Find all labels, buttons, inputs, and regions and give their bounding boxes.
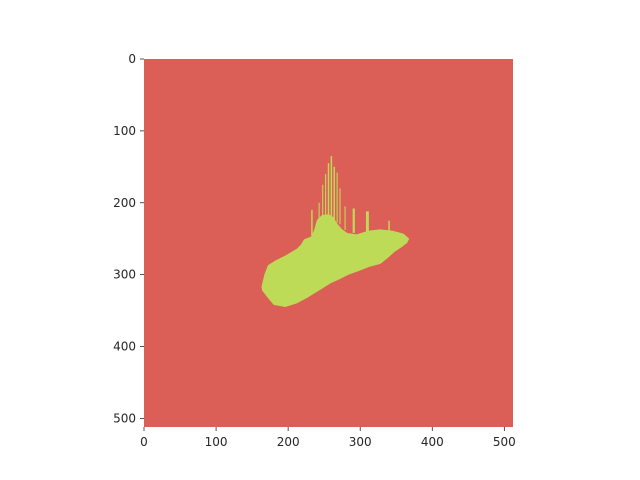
y-tick-label: 300	[113, 268, 136, 282]
x-tick-label: 100	[205, 435, 228, 449]
x-axis-ticks: 0 100 200 300 400 500	[140, 427, 516, 449]
mask-region-spike	[344, 206, 346, 231]
mask-region-spike	[318, 202, 320, 225]
y-tick-label: 500	[113, 411, 136, 425]
y-tick-label: 0	[128, 52, 136, 66]
mask-region-body	[261, 214, 410, 307]
mask-region-spike	[325, 174, 327, 225]
mask-region-spike	[352, 208, 355, 233]
y-axis-ticks: 0 100 200 300 400 500	[113, 52, 144, 425]
y-tick-label: 200	[113, 196, 136, 210]
x-tick-label: 500	[493, 435, 516, 449]
mask-region-spike	[365, 211, 369, 232]
mask-region-spike	[327, 163, 330, 223]
mask-region-spike	[388, 220, 390, 232]
x-tick-label: 0	[140, 435, 148, 449]
mask-region-spike	[330, 156, 333, 221]
mask-region-spike	[339, 188, 341, 225]
x-tick-label: 300	[349, 435, 372, 449]
x-tick-label: 400	[421, 435, 444, 449]
y-tick-label: 400	[113, 340, 136, 354]
x-tick-label: 200	[277, 435, 300, 449]
mask-region-spike	[322, 184, 324, 226]
plot-area	[144, 59, 513, 427]
mask-region-spike	[311, 209, 313, 236]
mask-region-spike	[333, 166, 335, 222]
mask-region-spike	[336, 172, 338, 223]
y-tick-label: 100	[113, 124, 136, 138]
